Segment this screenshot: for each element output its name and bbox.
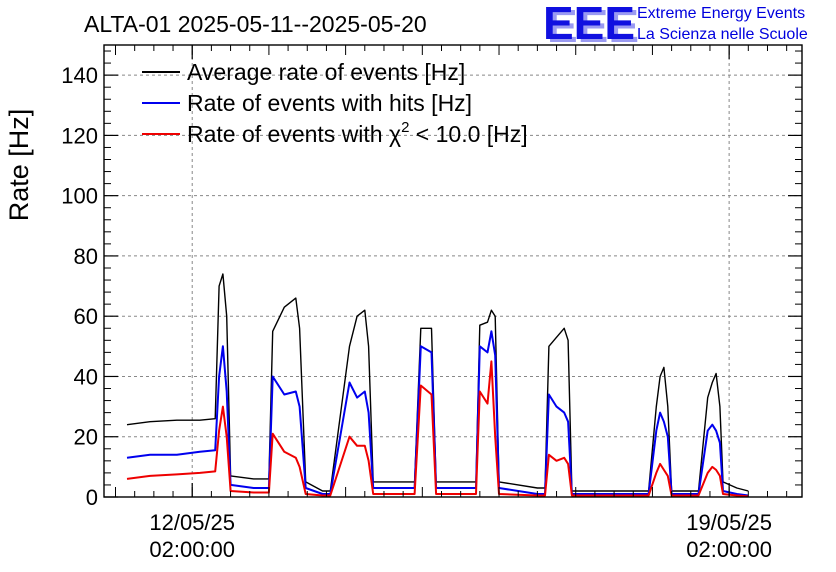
legend-label-hits: Rate of events with hits [Hz] [187, 90, 472, 116]
y-tick-label: 60 [74, 304, 98, 329]
series-lines [126, 273, 749, 498]
series-line-chi2 [126, 360, 749, 498]
logo-letters-shadow: EEE [547, 0, 639, 52]
y-tick-label: 0 [86, 485, 98, 510]
y-axis: 0 20 40 60 80 100 120 140 [61, 50, 802, 510]
grid-lines [104, 45, 802, 497]
y-tick-label: 100 [61, 184, 98, 209]
legend-label-chi2: Rate of events with χ2 < 10.0 [Hz] [187, 119, 528, 147]
logo-letters: EEE [543, 0, 635, 49]
plot-frame [103, 44, 803, 498]
y-tick-label: 40 [74, 364, 98, 389]
x-tick-label-time: 02:00:00 [149, 537, 235, 562]
y-tick-label: 20 [74, 425, 98, 450]
chart-title: ALTA-01 2025-05-11--2025-05-20 [84, 11, 427, 37]
y-tick-label: 140 [61, 63, 98, 88]
eee-logo: EEE EEE [543, 0, 639, 52]
series-line-average [126, 273, 749, 492]
x-tick-label-date: 19/05/25 [686, 510, 772, 535]
x-tick-label-date: 12/05/25 [149, 510, 235, 535]
brand-line-1: Extreme Energy Events [637, 5, 805, 22]
y-axis-label: Rate [Hz] [4, 109, 34, 222]
brand-line-2: La Scienza nelle Scuole [637, 26, 808, 43]
legend-label-average: Average rate of events [Hz] [187, 59, 465, 85]
y-tick-label: 120 [61, 123, 98, 148]
y-tick-label: 80 [74, 244, 98, 269]
legend: Average rate of events [Hz] Rate of even… [142, 59, 528, 147]
x-tick-label-time: 02:00:00 [686, 537, 772, 562]
